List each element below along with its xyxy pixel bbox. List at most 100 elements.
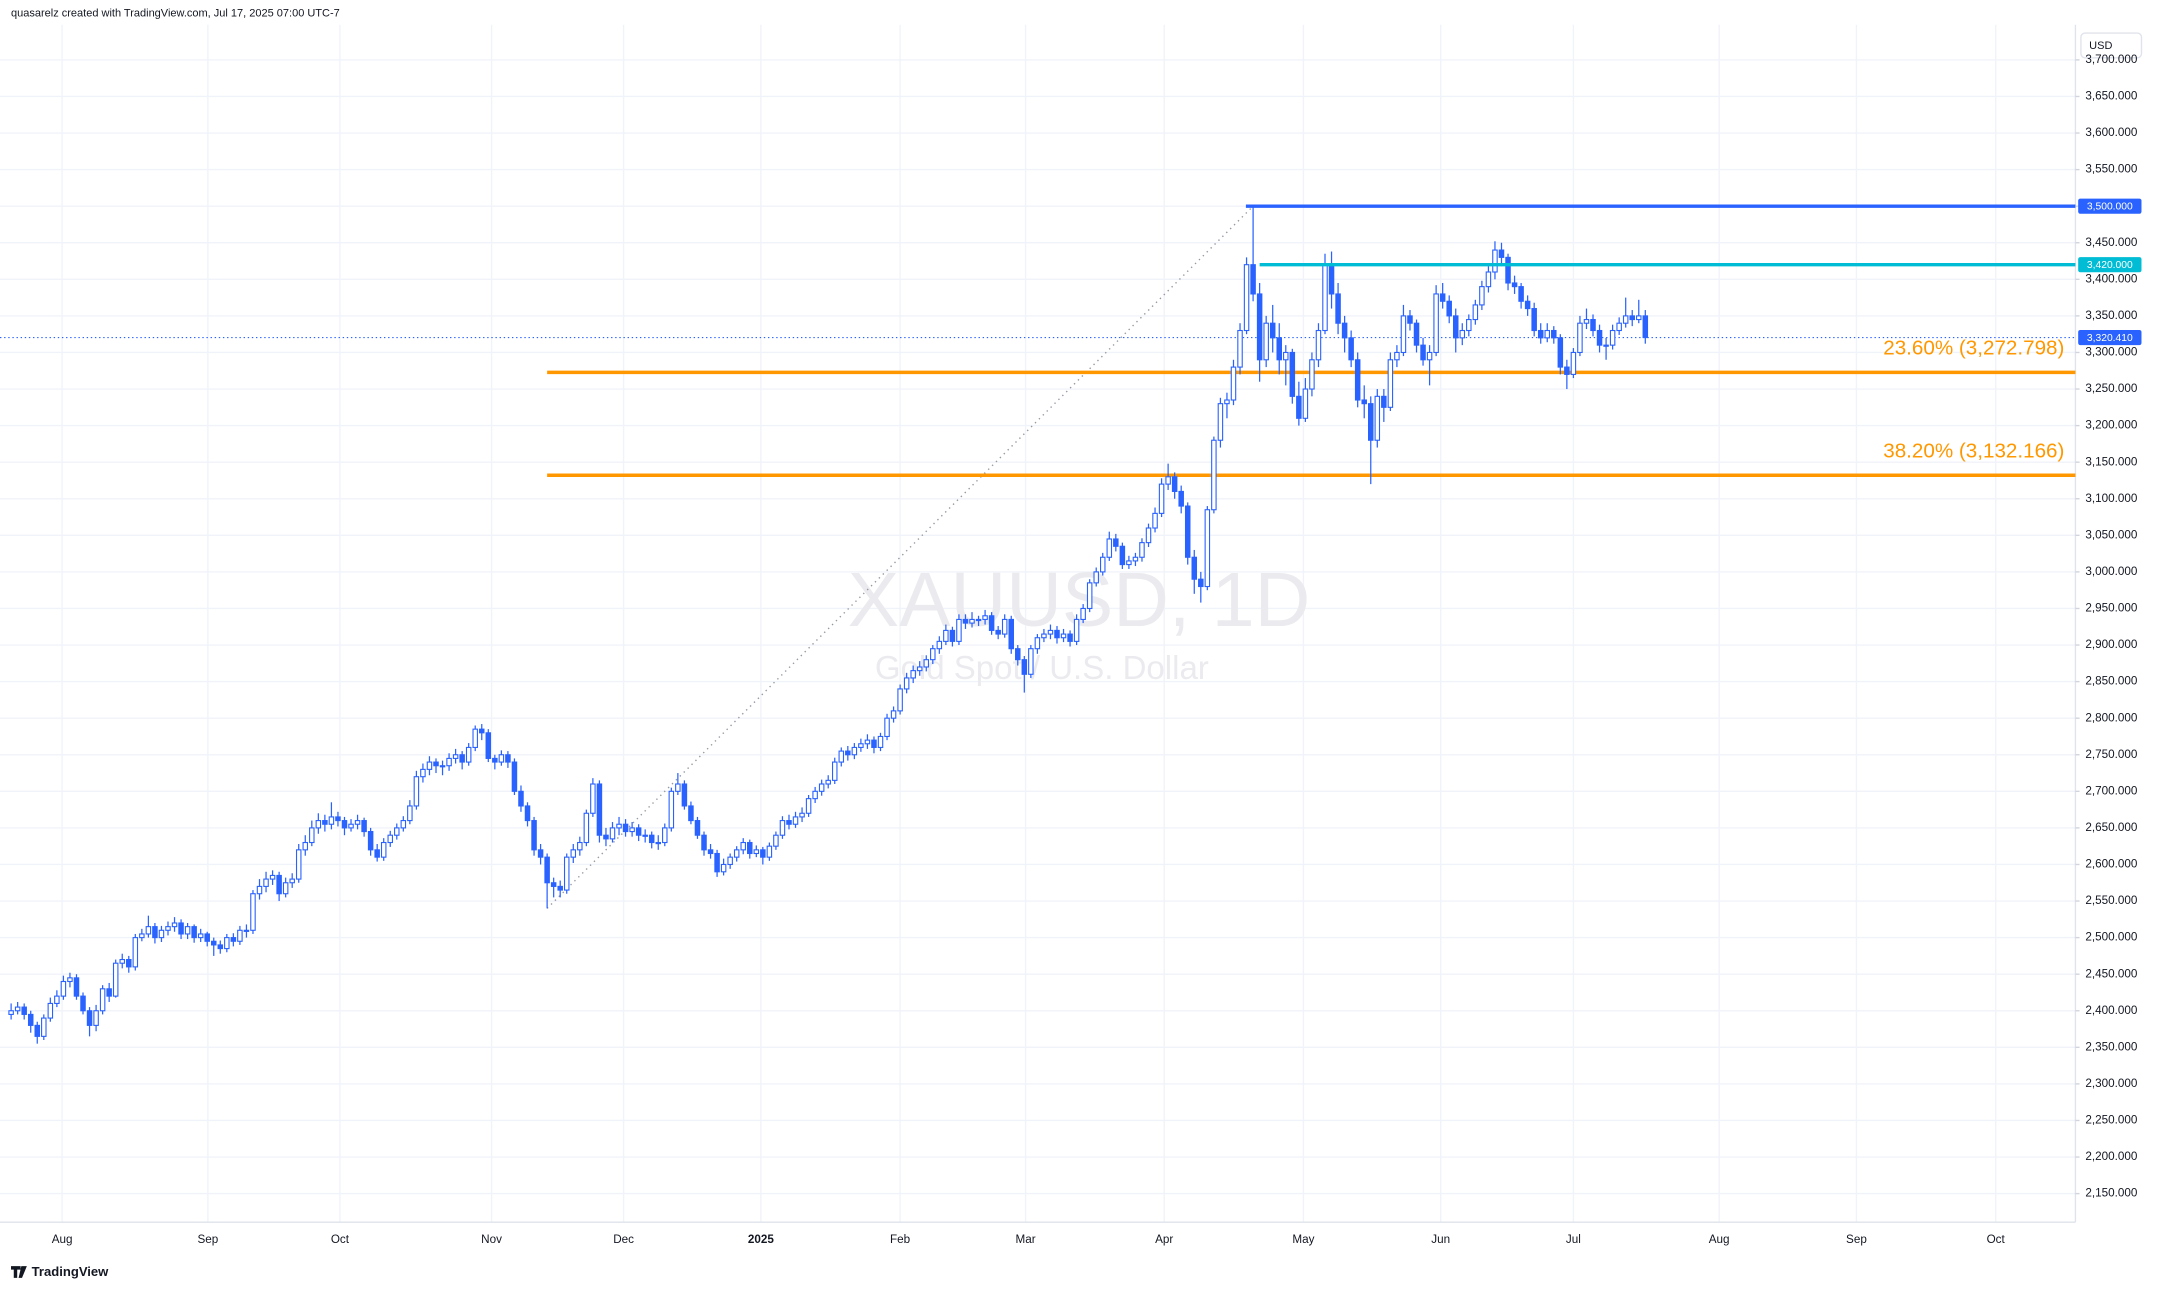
candle-body: [361, 820, 367, 833]
candle-body: [642, 834, 648, 837]
y-tick-label: 2,300.000: [2085, 1077, 2137, 1090]
candle-body: [1642, 315, 1649, 339]
candle-body: [1093, 571, 1099, 584]
candle-body: [1505, 256, 1511, 284]
candle-body: [1080, 607, 1086, 620]
candle-body: [224, 937, 230, 950]
candle-body: [367, 831, 374, 851]
candle-body: [1492, 249, 1498, 273]
y-tick-label: 2,600.000: [2085, 858, 2137, 871]
trend-line: [546, 205, 1254, 909]
candle-body: [1485, 271, 1492, 288]
candle-body: [557, 885, 563, 891]
candle-body: [1439, 293, 1446, 302]
candle-body: [864, 739, 871, 745]
candle-body: [328, 816, 335, 825]
candle-body: [1211, 439, 1217, 511]
candle-body: [302, 841, 309, 851]
candle-body: [897, 688, 903, 712]
candle-body: [570, 849, 577, 858]
candle-body: [988, 615, 995, 631]
candle-body: [387, 834, 393, 844]
y-tick-label: 3,200.000: [2085, 419, 2137, 432]
candle-body: [1028, 648, 1034, 675]
y-tick-label: 2,700.000: [2085, 784, 2137, 797]
grid: [0, 24, 2076, 1223]
x-tick-label: Apr: [1155, 1233, 1173, 1246]
x-tick-label: Aug: [52, 1233, 73, 1246]
candle-body: [1021, 659, 1028, 675]
y-tick-label: 3,700.000: [2085, 53, 2137, 66]
candle-body: [1609, 329, 1616, 346]
y-tick-label: 3,350.000: [2085, 309, 2137, 322]
footer-brand: TradingView: [32, 1264, 110, 1279]
candle-body: [1531, 308, 1537, 332]
candle-body: [1283, 351, 1289, 361]
candle-body: [86, 1010, 93, 1026]
x-tick-label: Oct: [1987, 1233, 2006, 1246]
candle-body: [799, 812, 805, 818]
candle-body: [204, 933, 210, 942]
candle-body: [1309, 359, 1315, 390]
candle-body: [1067, 633, 1073, 642]
candle-body: [230, 937, 237, 942]
y-tick-label: 2,950.000: [2085, 602, 2137, 615]
candle-body: [1073, 618, 1080, 642]
candle-body: [1250, 264, 1256, 295]
candle-body: [1622, 315, 1629, 324]
candle-body: [106, 988, 112, 997]
candle-body: [400, 820, 407, 829]
candle-body: [681, 783, 688, 807]
currency-button[interactable]: [2080, 32, 2143, 59]
x-tick-label: May: [1292, 1233, 1314, 1246]
x-tick-label: Nov: [481, 1233, 502, 1246]
candle-body: [1126, 560, 1132, 566]
candle-body: [374, 849, 380, 858]
candle-body: [1302, 388, 1309, 419]
candle-body: [779, 820, 786, 836]
candle-body: [178, 922, 184, 935]
candle-body: [733, 849, 740, 858]
candle-body: [962, 618, 969, 624]
candle-body: [1315, 329, 1322, 361]
y-tick-label: 3,650.000: [2085, 90, 2137, 103]
candle-body: [583, 812, 590, 844]
candle-body: [969, 618, 975, 624]
candle-body: [60, 980, 67, 997]
candle-body: [845, 750, 851, 756]
candle-body: [1381, 395, 1387, 408]
candle-body: [80, 995, 86, 1012]
candle-body: [753, 849, 760, 855]
candle-body: [505, 754, 511, 763]
candle-body: [511, 761, 518, 792]
y-tick-label: 2,200.000: [2085, 1150, 2137, 1163]
candle-body: [1119, 545, 1126, 566]
x-tick-label: Dec: [613, 1233, 634, 1246]
candle-body: [805, 798, 812, 814]
candle-body: [773, 834, 779, 847]
candle-body: [413, 776, 420, 807]
y-tick-label: 2,900.000: [2085, 638, 2137, 651]
candle-body: [1583, 318, 1590, 324]
candle-body: [335, 816, 341, 822]
candle-body: [1524, 300, 1531, 310]
y-tick-label: 2,350.000: [2085, 1040, 2137, 1053]
candle-body: [1191, 556, 1198, 580]
candle-body: [1217, 403, 1224, 441]
candle-body: [1459, 329, 1466, 339]
candle-body: [707, 849, 714, 855]
candle-body: [492, 757, 498, 763]
candle-body: [184, 926, 191, 935]
candle-body: [426, 761, 433, 770]
candle-body: [544, 856, 550, 884]
candle-body: [54, 995, 60, 1004]
candle-body: [276, 874, 282, 895]
candle-body: [890, 710, 897, 719]
candle-body: [1341, 322, 1348, 339]
candle-body: [485, 732, 492, 759]
candle-body: [1577, 322, 1583, 354]
level-badge: [2078, 198, 2142, 214]
candle-body: [1335, 293, 1341, 324]
candle-body: [1165, 476, 1171, 485]
